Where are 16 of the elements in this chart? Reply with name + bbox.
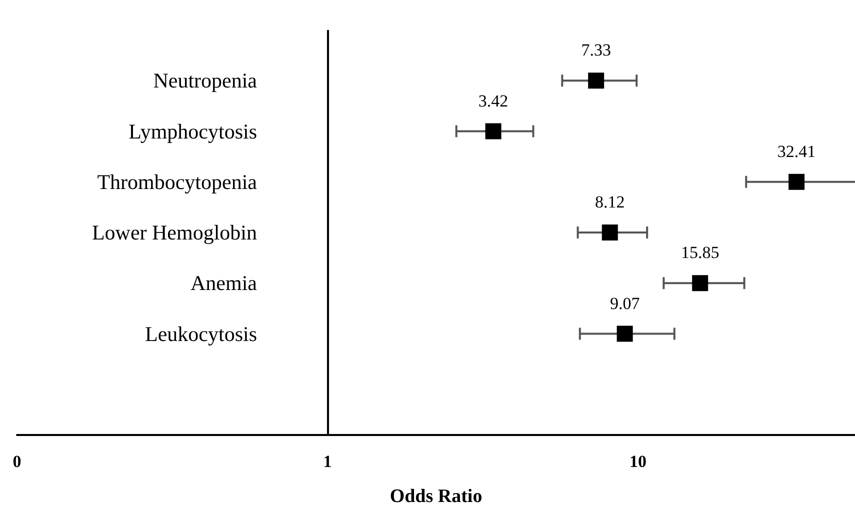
- data-label: 8.12: [595, 192, 625, 212]
- x-tick-label: 0: [12, 452, 22, 471]
- x-tick-label: 10: [629, 452, 646, 471]
- y-tick-label: Leukocytosis: [145, 322, 257, 346]
- data-label: 9.07: [610, 294, 640, 313]
- data-label: 15.85: [680, 243, 720, 262]
- x-axis-title: Odds Ratio: [390, 486, 482, 507]
- y-tick-label: Neutropenia: [153, 68, 258, 93]
- data-label: 3.42: [478, 91, 508, 110]
- y-tick-label: Anemia: [190, 271, 258, 296]
- y-tick-label: Thrombocytopenia: [97, 170, 258, 194]
- data-label: 7.33: [581, 40, 611, 60]
- y-tick-label: Lymphocytosis: [128, 119, 257, 144]
- data-label: 32.41: [777, 142, 816, 161]
- y-tick-label: Lower Hemoglobin: [92, 220, 258, 244]
- x-tick-label: 1: [323, 452, 332, 471]
